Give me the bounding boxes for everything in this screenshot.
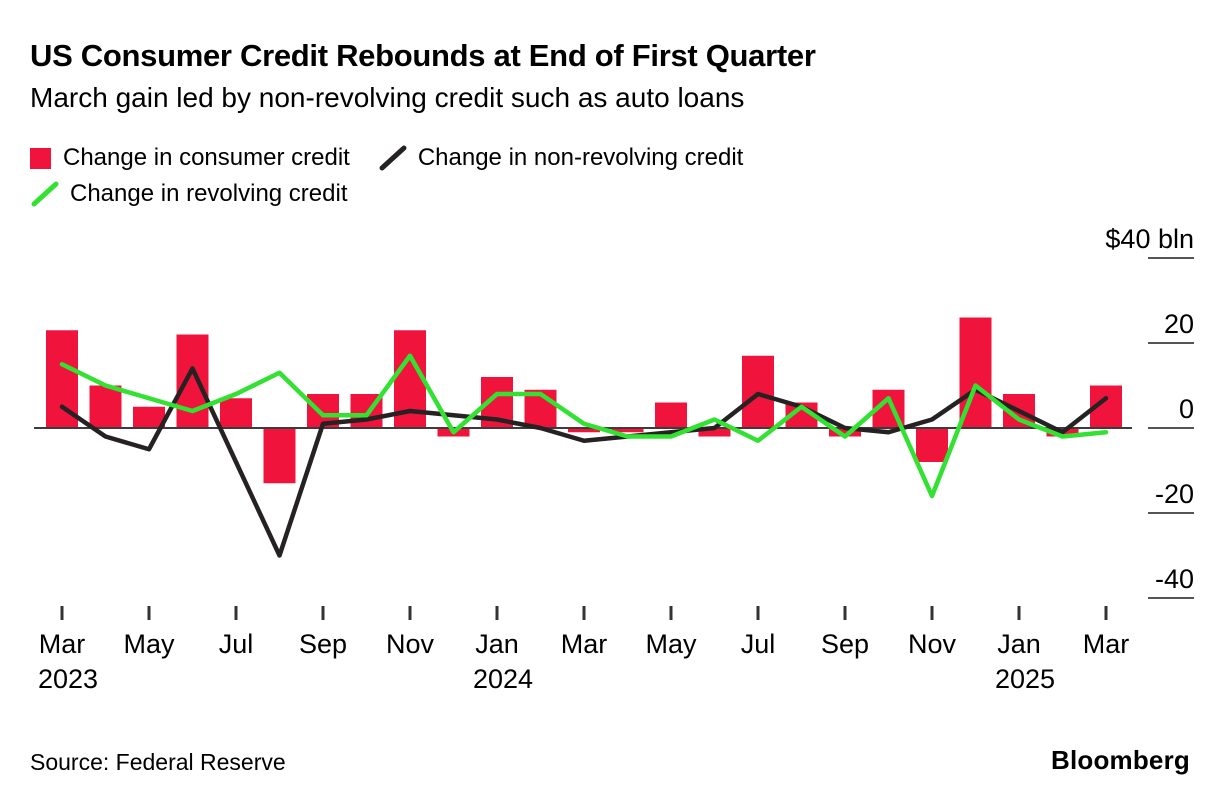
bar-jun-2023	[176, 334, 209, 428]
bar-sep-2024	[829, 428, 861, 437]
bloomberg-logo: Bloomberg	[1050, 745, 1190, 775]
x-tick-label: Jan	[997, 629, 1041, 659]
y-tick-label: $40 bln	[1105, 224, 1194, 254]
x-tick-label: Nov	[908, 629, 957, 659]
bar-jun-2024	[698, 428, 731, 437]
line-revolving-credit	[59, 353, 1109, 499]
y-tick-label: -20	[1155, 479, 1194, 509]
bar-jul-2023	[220, 398, 252, 428]
consumer-credit-swatch-icon	[30, 147, 51, 169]
x-tick-label: May	[123, 629, 175, 659]
bar-apr-2023	[89, 385, 122, 428]
legend-label-non-revolving: Change in non-revolving credit	[417, 144, 744, 171]
x-tick-label: Sep	[299, 629, 347, 659]
x-year-label: 2025	[995, 664, 1055, 694]
legend-item-non-revolving: Change in non-revolving credit	[378, 144, 744, 172]
y-tick-label: 0	[1179, 394, 1194, 424]
x-tick-label: May	[645, 629, 697, 659]
bar-may-2023	[133, 406, 165, 428]
consumer-credit-chart: $40 bln 20 0 -20 -40 Mar 2023 May Jul Sep Nov Jan 20…	[34, 224, 1194, 694]
page-title: US Consumer Credit Rebounds at End of Fi…	[30, 38, 816, 73]
x-tick-label: Mar	[39, 629, 86, 659]
bar-mar-2024	[568, 428, 600, 433]
legend-row-2: Change in revolving credit	[30, 180, 1194, 208]
bar-apr-2024	[611, 428, 644, 433]
legend-label-revolving: Change in revolving credit	[70, 180, 348, 207]
revolving-line-icon	[31, 181, 59, 207]
bloomberg-chart-card: US Consumer Credit Rebounds at End of Fi…	[30, 38, 1194, 694]
x-tick-label: Sep	[821, 629, 869, 659]
legend-row-1: Change in consumer credit Change in non-…	[30, 144, 1194, 172]
legend-item-revolving: Change in revolving credit	[30, 180, 348, 208]
bar-aug-2023	[263, 428, 296, 484]
legend: Change in consumer credit Change in non-…	[30, 144, 1194, 208]
non-revolving-line-icon	[379, 145, 407, 171]
source-note: Source: Federal Reserve	[30, 749, 286, 775]
legend-item-consumer-credit: Change in consumer credit	[30, 144, 350, 172]
footer: Source: Federal Reserve Bloomberg	[30, 745, 1190, 776]
x-tick-label: Jan	[475, 629, 519, 659]
x-year-label: 2024	[473, 664, 533, 694]
x-tick-label: Nov	[386, 629, 435, 659]
bar-nov-2024	[916, 428, 948, 462]
x-tick-label: Jul	[741, 629, 776, 659]
x-tick-label: Jul	[219, 629, 254, 659]
y-tick-label: 20	[1164, 309, 1194, 339]
page-subtitle: March gain led by non-revolving credit s…	[30, 82, 745, 113]
x-tick-label: Mar	[561, 629, 608, 659]
x-tick-label: Mar	[1083, 629, 1130, 659]
legend-label-consumer-credit: Change in consumer credit	[63, 144, 350, 171]
line-non-revolving-credit	[59, 366, 1109, 558]
bar-may-2024	[655, 402, 687, 428]
y-tick-label: -40	[1155, 564, 1194, 594]
x-year-label: 2023	[38, 664, 98, 694]
